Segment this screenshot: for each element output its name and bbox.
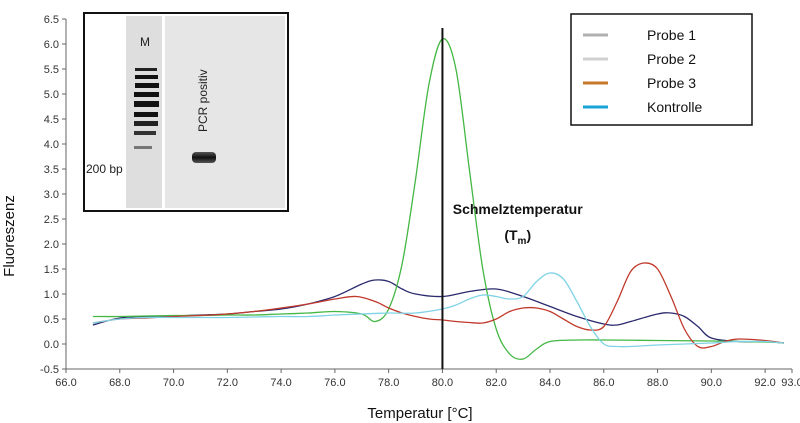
ladder-band: [134, 121, 158, 126]
x-axis-title: Temperatur [°C]: [367, 405, 472, 422]
y-tick-label: 4.0: [44, 139, 59, 151]
ladder-band: [135, 83, 159, 88]
y-tick-label: 3.0: [44, 189, 59, 201]
legend-items: Probe 1 Probe 2 Probe 3 Kontrolle: [583, 27, 702, 115]
melting-temperature-annotation: Schmelztemperatur: [453, 201, 583, 217]
y-tick-label: 6.5: [44, 14, 59, 26]
ladder-band: [134, 101, 159, 107]
sample-lane-background: [165, 16, 285, 208]
ladder-band: [134, 131, 156, 135]
series-line-kontrolle: [92, 272, 784, 348]
y-tick-label: 5.5: [44, 64, 59, 76]
marker-lane-label: M: [140, 35, 150, 49]
x-tick-label: 72.0: [217, 377, 238, 389]
x-tick-label: 68.0: [109, 377, 130, 389]
y-axis-ticks: -0.5 0.0 0.5 1.0 1.5 2.0 2.5 3.0 3.5 4.0 4.5 5.0 5.5…: [40, 14, 66, 376]
ladder-band: [134, 112, 158, 117]
y-tick-label: 1.5: [44, 264, 59, 276]
y-tick-label: 0.5: [44, 314, 59, 326]
gel-inset: M 200 bp PCR positiv: [83, 12, 289, 212]
x-tick-label: 66.0: [55, 377, 76, 389]
pcr-lane-label: PCR positiv: [196, 69, 210, 132]
pcr-product-band: [192, 152, 216, 163]
x-axis-ticks: 66.0 68.0 70.0 72.0 74.0 76.0 78.0 80.0 82.0 84.0…: [55, 369, 800, 389]
series-line-probe-3: [92, 262, 784, 349]
y-tick-label: 0.0: [44, 339, 59, 351]
melting-temperature-symbol: (Tm): [504, 227, 531, 247]
y-tick-label: 2.0: [44, 239, 59, 251]
tm-subscript: m: [518, 236, 527, 247]
x-tick-label: 84.0: [539, 377, 560, 389]
x-tick-label: 70.0: [163, 377, 184, 389]
y-tick-label: 5.0: [44, 89, 59, 101]
legend-label-probe-1: Probe 1: [647, 27, 696, 43]
x-tick-label: 86.0: [593, 377, 614, 389]
ladder-band: [134, 146, 152, 149]
band-size-label: 200 bp: [86, 162, 123, 176]
dna-ladder: [134, 68, 159, 149]
x-tick-label: 90.0: [701, 377, 722, 389]
tm-symbol: T: [509, 227, 518, 243]
x-tick-label: 88.0: [647, 377, 668, 389]
x-tick-label: 80.0: [432, 377, 453, 389]
legend-label-kontrolle: Kontrolle: [647, 99, 702, 115]
series-line-probe-2: [92, 38, 784, 360]
ladder-band: [134, 92, 159, 97]
y-tick-label: 1.0: [44, 289, 59, 301]
ladder-band: [135, 68, 157, 71]
x-tick-label: 76.0: [324, 377, 345, 389]
x-tick-label: 74.0: [270, 377, 291, 389]
y-tick-label: -0.5: [40, 364, 59, 376]
lane-divider: [162, 16, 165, 208]
legend: Probe 1 Probe 2 Probe 3 Kontrolle: [570, 13, 753, 126]
y-tick-label: 3.5: [44, 164, 59, 176]
x-tick-label: 78.0: [378, 377, 399, 389]
y-axis-title: Fluoreszenz: [1, 195, 18, 277]
series-line-probe-1: [92, 279, 784, 344]
x-tick-label: 82.0: [486, 377, 507, 389]
y-tick-label: 6.0: [44, 39, 59, 51]
legend-label-probe-2: Probe 2: [647, 51, 696, 67]
y-tick-label: 2.5: [44, 214, 59, 226]
legend-label-probe-3: Probe 3: [647, 75, 696, 91]
x-tick-label: 92.0: [754, 377, 775, 389]
ladder-band: [135, 75, 158, 79]
x-tick-label: 93.0: [781, 377, 800, 389]
series-lines: [92, 38, 784, 360]
y-tick-label: 4.5: [44, 114, 59, 126]
